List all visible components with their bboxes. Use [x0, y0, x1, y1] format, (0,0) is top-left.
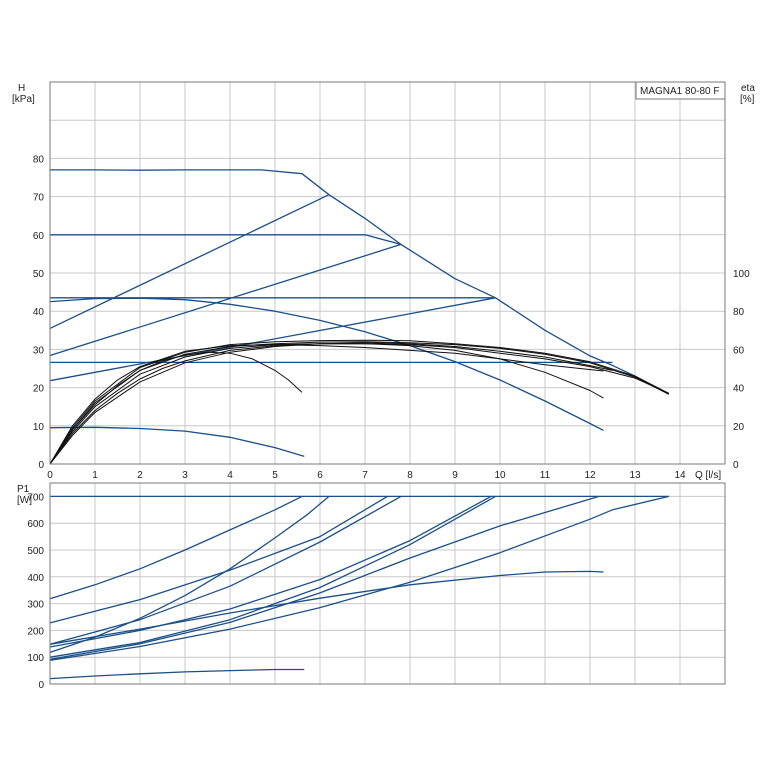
- head-curve: [49, 194, 330, 329]
- x-tick-label: 1: [92, 470, 98, 481]
- head-curve: [49, 243, 402, 357]
- head-chart-grid: [50, 82, 725, 464]
- power-curve: [49, 495, 492, 648]
- power-axis-label-line1: P1: [17, 484, 30, 495]
- head-axis-label-line1: H: [18, 83, 25, 94]
- x-tick-label: 14: [674, 470, 686, 481]
- chart-title: MAGNA1 80-80 F: [640, 86, 719, 97]
- head-chart-ticks: 0 1 2 3 4 5 6 7 8 9 10 11 12 13 1401020304050607080020…: [33, 154, 750, 481]
- power-curve: [49, 495, 330, 654]
- head-axis-label-line2: [kPa]: [12, 94, 35, 105]
- efficiency-curve: [49, 343, 604, 465]
- x-tick-label: 5: [272, 470, 278, 481]
- head-tick-label: 60: [33, 231, 45, 242]
- power-curve: [49, 495, 402, 645]
- efficiency-curve: [49, 351, 303, 465]
- x-tick-label: 10: [494, 470, 506, 481]
- eta-tick-label: 20: [733, 422, 745, 433]
- eta-tick-label: 0: [733, 460, 739, 471]
- head-tick-label: 70: [33, 193, 45, 204]
- power-chart-frame: [49, 482, 726, 685]
- x-tick-label: 3: [182, 470, 188, 481]
- efficiency-curve: [49, 339, 670, 465]
- power-curve: [49, 668, 305, 680]
- power-tick-label: 600: [27, 519, 44, 530]
- head-chart-curves: [49, 169, 670, 465]
- efficiency-curve: [49, 342, 613, 465]
- head-chart-frame: [49, 81, 726, 465]
- x-tick-label: 0: [47, 470, 53, 481]
- head-curve: [49, 297, 496, 382]
- power-tick-label: 300: [27, 600, 44, 611]
- power-curve: [49, 495, 388, 624]
- power-tick-label: 200: [27, 626, 44, 637]
- chart-title-box: MAGNA1 80-80 F: [635, 81, 726, 100]
- head-tick-label: 50: [33, 269, 45, 280]
- power-curve: [49, 495, 669, 662]
- eta-axis-label-line1: eta: [741, 83, 755, 94]
- x-tick-label: 13: [629, 470, 641, 481]
- power-curve: [49, 495, 496, 658]
- eta-tick-label: 100: [733, 269, 750, 280]
- eta-tick-label: 60: [733, 345, 745, 356]
- power-tick-label: 400: [27, 573, 44, 584]
- head-curve: [50, 169, 670, 395]
- power-curve: [49, 495, 303, 600]
- x-tick-label: 6: [317, 470, 323, 481]
- power-tick-label: 700: [27, 492, 44, 503]
- head-curve: [49, 426, 305, 458]
- power-axis-label-line2: [W]: [17, 495, 32, 506]
- efficiency-curve: [49, 341, 670, 465]
- power-curve: [49, 570, 604, 645]
- head-curve: [49, 297, 604, 431]
- power-tick-label: 100: [27, 653, 44, 664]
- head-tick-label: 20: [33, 384, 45, 395]
- head-tick-label: 30: [33, 345, 45, 356]
- power-tick-label: 500: [27, 546, 44, 557]
- head-tick-label: 10: [33, 422, 45, 433]
- head-tick-label: 40: [33, 307, 45, 318]
- x-tick-label: 12: [584, 470, 596, 481]
- eta-tick-label: 40: [733, 384, 745, 395]
- power-chart-grid: [50, 483, 725, 684]
- power-chart-ticks: 0 100 200 300 400 500 600 700: [27, 492, 44, 691]
- efficiency-curve: [49, 343, 670, 465]
- x-tick-label: 8: [407, 470, 413, 481]
- x-tick-label: 7: [362, 470, 368, 481]
- head-tick-label: 80: [33, 154, 45, 165]
- x-tick-label: 2: [137, 470, 143, 481]
- x-tick-label: 4: [227, 470, 233, 481]
- eta-axis-label-line2: [%]: [740, 94, 755, 105]
- head-tick-label: 0: [38, 460, 44, 471]
- power-curve: [49, 495, 600, 660]
- head-curve: [50, 234, 402, 246]
- eta-tick-label: 80: [733, 307, 745, 318]
- power-chart-curves: [49, 495, 669, 680]
- x-tick-label: 11: [540, 470, 551, 481]
- q-axis-label: Q [l/s]: [695, 470, 721, 481]
- power-tick-label: 0: [38, 680, 44, 691]
- x-tick-label: 9: [452, 470, 458, 481]
